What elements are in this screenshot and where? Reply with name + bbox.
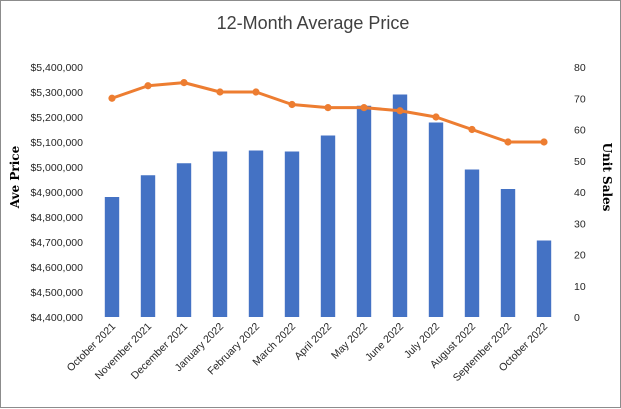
bar [320, 135, 336, 317]
line-point [108, 94, 116, 102]
series-line [111, 81, 544, 144]
bar-series [104, 94, 552, 317]
y2-axis-title: Unit Sales [600, 143, 614, 212]
y2-tick-label: 30 [574, 218, 586, 230]
line-point [396, 107, 404, 115]
y-tick-label: $4,700,000 [30, 237, 83, 249]
line-point [144, 82, 152, 90]
bar [212, 151, 228, 317]
bar [500, 189, 516, 317]
line-point [432, 113, 440, 121]
y2-tick-label: 0 [574, 312, 580, 324]
bar [176, 163, 192, 317]
bar [428, 122, 444, 317]
y-tick-label: $4,500,000 [30, 287, 83, 299]
bar [104, 197, 120, 317]
line-point [360, 104, 368, 112]
y-axis-ticks: $4,400,000 $4,500,000 $4,600,000 $4,700,000… [30, 62, 83, 324]
y-tick-label: $4,800,000 [30, 212, 83, 224]
line-point [324, 104, 332, 112]
y-tick-label: $5,300,000 [30, 87, 83, 99]
bar [392, 94, 408, 317]
y-tick-label: $4,400,000 [30, 312, 83, 324]
y-tick-label: $5,200,000 [30, 112, 83, 124]
y2-tick-label: 80 [574, 62, 586, 74]
y2-tick-label: 20 [574, 250, 586, 262]
chart-title: 12-Month Average Price [217, 13, 410, 33]
line-series [108, 79, 548, 146]
y2-tick-label: 40 [574, 187, 586, 199]
y2-tick-label: 50 [574, 156, 586, 168]
x-tick-label: April 2022 [292, 321, 334, 363]
y-tick-label: $5,100,000 [30, 137, 83, 149]
bar [536, 240, 552, 317]
line-point [504, 138, 512, 146]
line-point [540, 138, 548, 146]
bar [248, 150, 264, 317]
y2-tick-label: 60 [574, 125, 586, 137]
line-point [252, 88, 260, 96]
line-point [216, 88, 224, 96]
bar [140, 175, 156, 317]
y2-tick-label: 70 [574, 93, 586, 105]
y-axis-title: Ave Price [8, 145, 22, 209]
y2-tick-label: 10 [574, 281, 586, 293]
y-tick-label: $5,000,000 [30, 162, 83, 174]
bar [464, 169, 480, 317]
bar [284, 151, 300, 317]
line-point [468, 125, 476, 134]
x-tick-label: June 2022 [363, 321, 406, 364]
y-tick-label: $5,400,000 [30, 62, 83, 74]
y-tick-label: $4,900,000 [30, 187, 83, 199]
line-point [288, 100, 296, 109]
bar [356, 105, 372, 317]
line-point [180, 79, 188, 87]
y-tick-label: $4,600,000 [30, 262, 83, 274]
y2-axis-ticks: 0 10 20 30 40 50 60 70 80 [574, 62, 586, 324]
